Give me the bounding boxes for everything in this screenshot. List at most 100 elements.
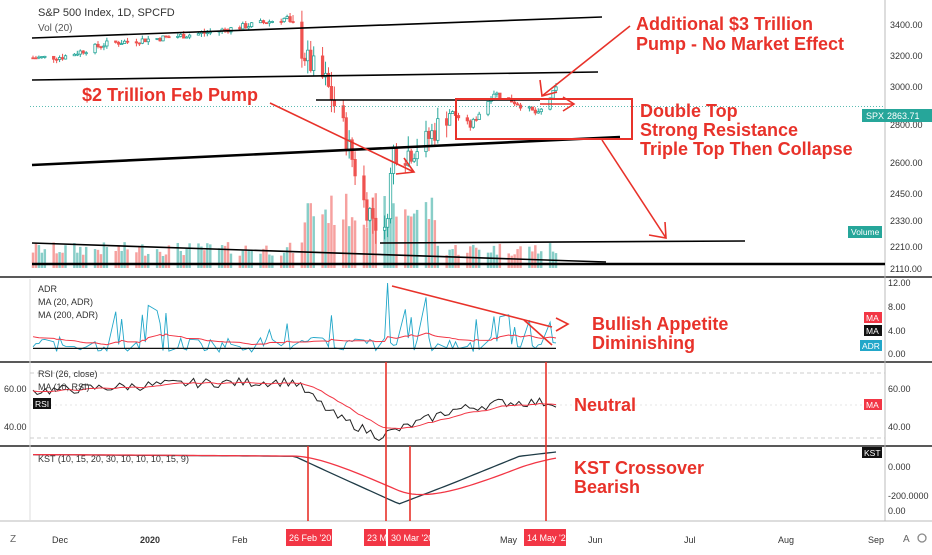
candle-body [477,113,481,120]
candle-body [306,49,310,62]
volume-bar [52,242,55,268]
volume-bar [430,197,434,268]
spx-badge-price: 2863.71 [887,111,920,121]
volume-bar [303,222,307,268]
price-tick-label: 2330.00 [890,216,923,226]
spx-badge-label: SPX [866,111,884,121]
volume-bar [259,253,262,268]
rsi-legend-0: RSI (26, close) [38,369,98,379]
candle-body [37,56,41,59]
time-tick-label: Sep [868,535,884,545]
candle-body [155,38,159,40]
volume-bar [510,255,513,268]
volume-bars [31,193,558,268]
annotation-kst-1: KST Crossover [574,458,704,478]
adr-tick-label: 12.00 [888,278,911,288]
candle-body [450,111,455,115]
volume-bar [448,249,451,268]
volume-bar [34,243,38,268]
kst-tick-label: -200.0000 [888,491,929,501]
annotation-strong-resistance: Strong Resistance [640,120,798,140]
volume-bar [223,245,227,268]
volume-bar [457,254,460,268]
candle-body [409,150,413,162]
candle-body [146,38,150,43]
price-tick-label: 3400.00 [890,20,923,30]
annotation-triple-top: Triple Top Then Collapse [640,139,853,159]
volume-bar [203,250,206,268]
candle-body [279,21,283,23]
candle-body [52,55,56,60]
volume-bar [262,248,265,268]
resistance-box [455,98,633,140]
volume-bar [76,252,79,268]
volume-bar [424,202,428,268]
candle-body [513,101,517,105]
trend-line [31,135,621,167]
candle-body [99,46,103,49]
auto-scale-icon[interactable]: A [903,534,910,545]
volume-bar [472,244,475,268]
volume-bar [82,254,85,268]
candle-body [282,17,286,22]
volume-bar [350,217,354,268]
candle-body [412,158,416,162]
volume-bar [528,246,531,268]
annotation-2t-pump: $2 Trillion Feb Pump [82,85,258,105]
candle-body [430,130,434,139]
volume-bar [368,217,372,268]
candle-body [303,57,307,62]
volume-bar [40,252,44,268]
volume-badge: Volume [848,226,882,238]
kst-badge-text: KST [864,448,881,458]
volume-bar [185,247,188,268]
annotation-bullish-1: Bullish Appetite [592,314,728,334]
kst-tick-label: 0.000 [888,462,911,472]
volume-bar [226,242,230,268]
candle-body [385,218,390,228]
settings-gear-icon[interactable] [917,533,927,543]
candle-body [300,21,304,59]
volume-bar [135,252,138,268]
volume-bar [93,249,97,268]
time-tick-label: Jul [684,535,696,545]
candle-body [267,21,272,24]
volume-bar [513,254,516,268]
volume-bar [268,254,271,268]
volume-bar [451,249,454,268]
candle-body [341,105,345,119]
trend-line [31,71,599,81]
volume-bar [217,248,221,268]
candle-body [185,36,189,39]
time-tick-label: Dec [52,535,69,545]
candle-body [261,20,266,24]
candle-body [288,16,292,22]
volume-bar [362,224,366,268]
volume-bar [271,255,274,268]
volume-bar [73,243,76,268]
volume-bar [321,214,324,268]
time-highlight-badge [388,529,430,546]
price-tick-label: 2210.00 [890,242,923,252]
volume-bar [288,242,292,268]
zoom-z-icon[interactable]: Z [10,534,16,545]
candle-body [75,53,79,56]
adr-ma20-line [32,332,557,346]
candle-body [187,34,192,38]
candle-body [498,92,502,99]
volume-bar [43,249,47,268]
adr-tick-label: 0.00 [888,349,906,359]
candle-body [31,57,35,60]
volume-bar [312,216,315,268]
rsi-tick-label: 40.00 [888,422,911,432]
rsi-tick-label: 60.00 [888,384,911,394]
volume-bar [138,246,141,268]
candle-body [382,226,387,231]
spx-price-badge: SPX 2863.71 [862,109,932,122]
time-tick-label: Aug [778,535,794,545]
price-tick-label: 2110.00 [890,264,922,274]
candle-body [554,86,558,91]
volume-bar [282,252,286,268]
candle-body [309,49,313,71]
